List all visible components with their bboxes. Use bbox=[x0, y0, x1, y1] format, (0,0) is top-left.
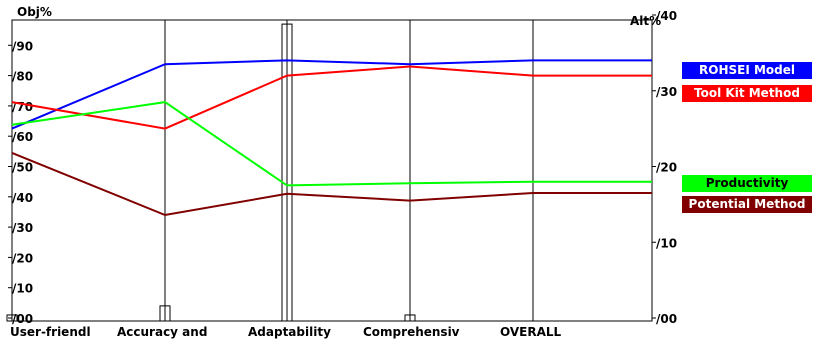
legend-item: Tool Kit Method bbox=[682, 85, 812, 102]
right-tick-label: /30 bbox=[656, 85, 677, 99]
left-axis-label: Obj% bbox=[17, 5, 52, 19]
left-tick-label: /60 bbox=[12, 130, 33, 144]
left-tick-label: /50 bbox=[12, 161, 33, 175]
series-line bbox=[11, 59, 652, 130]
left-tick-label: /40 bbox=[12, 191, 33, 205]
right-tick-label: /10 bbox=[656, 236, 677, 250]
right-tick-label: /20 bbox=[656, 161, 677, 175]
legend-item: Potential Method bbox=[682, 196, 812, 213]
left-tick-label: /10 bbox=[12, 282, 33, 296]
series-line bbox=[11, 101, 652, 187]
category-label: User-friendl bbox=[10, 325, 91, 339]
series-line bbox=[11, 151, 652, 217]
left-tick-label: /30 bbox=[12, 221, 33, 235]
category-label: Accuracy and bbox=[117, 325, 207, 339]
left-tick-label: /00 bbox=[12, 312, 33, 326]
plot-frame bbox=[11, 19, 653, 322]
objective-bar bbox=[281, 23, 293, 322]
objective-bar bbox=[404, 314, 416, 322]
left-tick-label: /80 bbox=[12, 70, 33, 84]
right-axis-label: Alt% bbox=[630, 14, 661, 28]
legend-item: ROHSEI Model bbox=[682, 62, 812, 79]
legend-item: Productivity bbox=[682, 175, 812, 192]
category-label: OVERALL bbox=[500, 325, 562, 339]
right-tick-label: /40 bbox=[656, 9, 677, 23]
right-tick-label: /00 bbox=[656, 312, 677, 326]
objective-bar bbox=[159, 305, 171, 322]
series-line bbox=[11, 65, 652, 130]
left-tick-label: /90 bbox=[12, 39, 33, 53]
category-label: Adaptability bbox=[248, 325, 331, 339]
objective-bar bbox=[6, 314, 18, 322]
left-tick-label: /20 bbox=[12, 251, 33, 265]
category-label: Comprehensiv bbox=[363, 325, 460, 339]
